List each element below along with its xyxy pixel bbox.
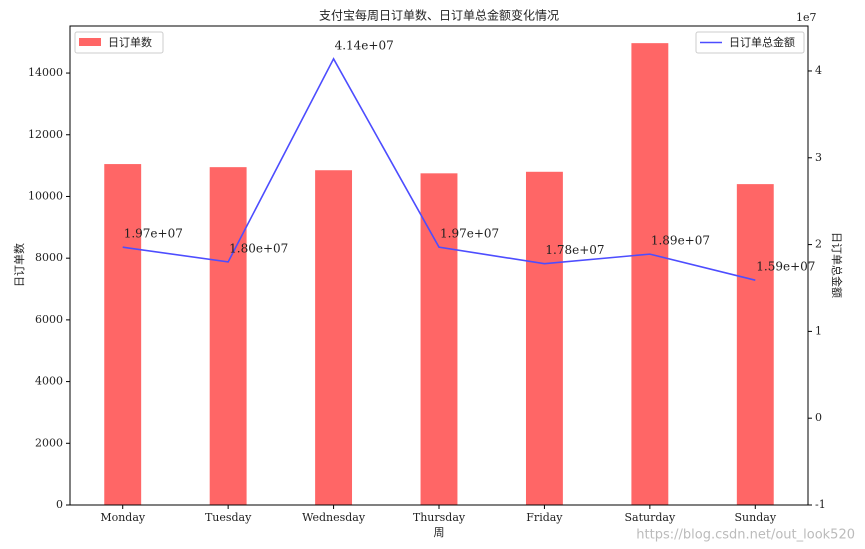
bar xyxy=(104,164,142,505)
y2-offset-text: 1e7 xyxy=(796,11,817,24)
y2-tick-label: 2 xyxy=(815,238,822,251)
x-tick-label: Wednesday xyxy=(302,511,366,524)
y2-tick-label: 0 xyxy=(815,411,822,424)
value-label: 1.97e+07 xyxy=(124,227,183,241)
y-tick-label: 12000 xyxy=(28,128,63,141)
x-tick-label: Friday xyxy=(526,511,563,524)
bar xyxy=(315,170,353,505)
y2-tick-label: -1 xyxy=(815,498,826,511)
legend-box xyxy=(74,31,164,54)
watermark: https://blog.csdn.net/out_look520 xyxy=(636,528,855,543)
y-axis-label: 日订单数 xyxy=(13,243,26,287)
x-tick-label: Saturday xyxy=(625,511,676,524)
x-axis-label: 周 xyxy=(434,526,445,539)
x-tick-label: Monday xyxy=(100,511,146,524)
y-tick-label: 14000 xyxy=(28,66,63,79)
y-tick-label: 0 xyxy=(56,498,63,511)
bar xyxy=(525,171,563,506)
y-tick-label: 10000 xyxy=(28,189,63,202)
line xyxy=(122,57,756,281)
bar xyxy=(209,167,247,505)
y-tick-label: 4000 xyxy=(35,375,63,388)
value-label: 1.80e+07 xyxy=(229,241,288,255)
legend-swatch xyxy=(79,38,101,46)
y2-tick-label: 3 xyxy=(815,151,822,164)
x-tick-label: Thursday xyxy=(413,511,466,524)
value-label: 1.89e+07 xyxy=(651,234,710,248)
chart-title: 支付宝每周日订单数、日订单总金额变化情况 xyxy=(319,8,559,23)
y-tick-label: 2000 xyxy=(35,436,63,449)
value-label: 1.59e+07 xyxy=(756,260,815,274)
bar xyxy=(631,43,669,505)
legend-label: 日订单总金额 xyxy=(729,35,795,49)
bar xyxy=(736,184,774,505)
bar xyxy=(420,173,458,505)
legend-label: 日订单数 xyxy=(108,36,152,49)
plot-frame xyxy=(69,25,809,506)
y2-axis-label: 日订单总金额 xyxy=(830,232,844,298)
y2-tick-label: 1 xyxy=(815,324,822,337)
y-tick-label: 6000 xyxy=(35,313,63,326)
y2-tick-label: 4 xyxy=(815,64,822,77)
x-tick-label: Tuesday xyxy=(205,511,252,524)
value-label: 1.78e+07 xyxy=(545,243,604,257)
y-tick-label: 8000 xyxy=(35,251,63,264)
value-label: 1.97e+07 xyxy=(440,227,499,241)
value-label: 4.14e+07 xyxy=(335,38,394,52)
x-tick-label: Sunday xyxy=(735,511,777,524)
legend-box xyxy=(695,31,805,54)
